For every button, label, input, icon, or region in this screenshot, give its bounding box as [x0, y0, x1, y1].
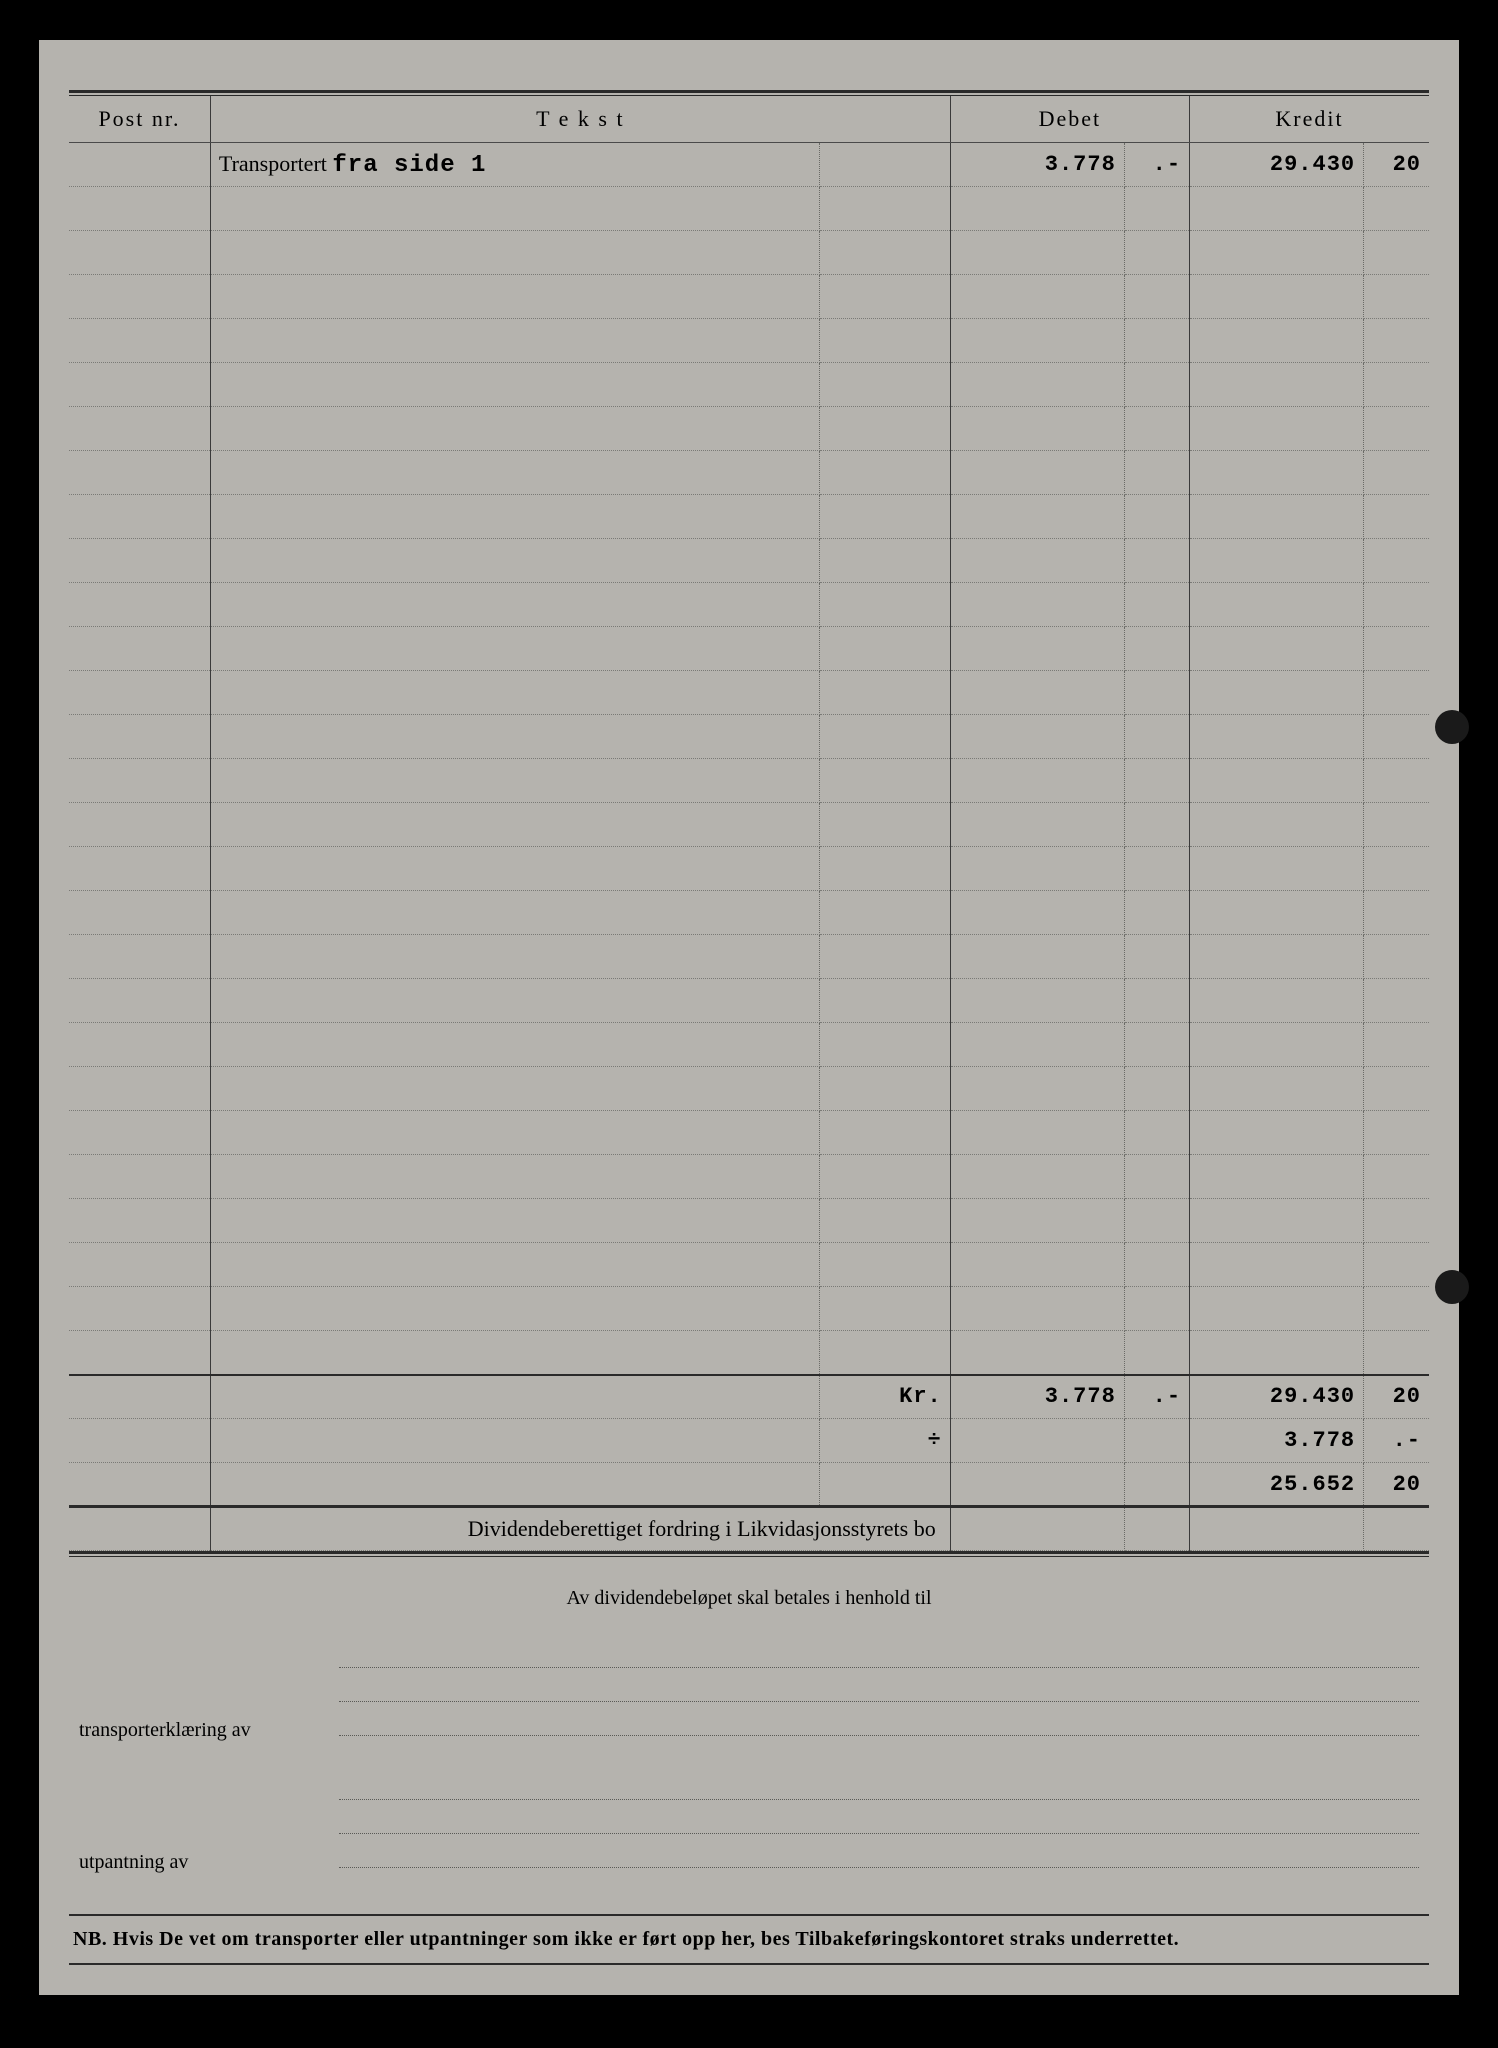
blank-line: [339, 1840, 1419, 1868]
ledger-blank-row: [69, 627, 1429, 671]
totals-kre-c-1: 20: [1364, 1375, 1429, 1419]
totals-kre-1: 29.430: [1190, 1375, 1364, 1419]
ledger-blank-row: [69, 891, 1429, 935]
dividend-row: Dividendeberettiget fordring i Likvidasj…: [69, 1507, 1429, 1551]
ledger-blank-row: [69, 759, 1429, 803]
ledger-blank-row: [69, 979, 1429, 1023]
transport-kredit-cents: 20: [1364, 143, 1429, 187]
dividend-text: Dividendeberettiget fordring i Likvidasj…: [468, 1516, 936, 1541]
totals-deb-1: 3.778: [950, 1375, 1124, 1419]
ledger-blank-row: [69, 1199, 1429, 1243]
table-bottom-rule: [69, 1551, 1429, 1557]
ledger-blank-row: [69, 935, 1429, 979]
totals-row-1: Kr. 3.778 .- 29.430 20: [69, 1375, 1429, 1419]
ledger-blank-row: [69, 1111, 1429, 1155]
ledger-blank-row: [69, 803, 1429, 847]
totals-deb-c-1: .-: [1124, 1375, 1189, 1419]
ledger-blank-row: [69, 187, 1429, 231]
header-row: Post nr. T e k s t Debet Kredit: [69, 96, 1429, 143]
col-post-nr: Post nr.: [69, 96, 210, 143]
ledger-table: Post nr. T e k s t Debet Kredit Transpor…: [69, 96, 1429, 1551]
ledger-blank-row: [69, 231, 1429, 275]
totals-kre-c-2: .-: [1364, 1419, 1429, 1463]
ledger-blank-row: [69, 583, 1429, 627]
blank-line: [339, 1674, 1419, 1702]
col-debet: Debet: [950, 96, 1189, 143]
label-utpantning: utpantning av: [79, 1851, 319, 1874]
ledger-blank-row: [69, 1287, 1429, 1331]
ledger-blank-row: [69, 451, 1429, 495]
totals-kre-3: 25.652: [1190, 1463, 1364, 1507]
transport-row: Transportert fra side 1 3.778 .- 29.430 …: [69, 143, 1429, 187]
ledger-blank-row: [69, 671, 1429, 715]
form-area: transporterklæring av utpantning av: [69, 1640, 1429, 1874]
ledger-blank-row: [69, 1023, 1429, 1067]
ledger-blank-row: [69, 1243, 1429, 1287]
totals-kre-2: 3.778: [1190, 1419, 1364, 1463]
blank-line: [339, 1772, 1419, 1800]
nb-notice: NB. Hvis De vet om transporter eller utp…: [69, 1914, 1429, 1965]
transport-typed: fra side 1: [332, 152, 486, 179]
ledger-blank-row: [69, 275, 1429, 319]
transport-debet-cents: .-: [1124, 143, 1189, 187]
ledger-blank-row: [69, 1331, 1429, 1375]
totals-row-3: 25.652 20: [69, 1463, 1429, 1507]
ledger-blank-row: [69, 319, 1429, 363]
ledger-blank-row: [69, 1155, 1429, 1199]
totals-row-2: ÷ 3.778 .-: [69, 1419, 1429, 1463]
transport-kredit: 29.430: [1190, 143, 1364, 187]
blank-line: [339, 1806, 1419, 1834]
footer-centered: Av dividendebeløpet skal betales i henho…: [69, 1587, 1429, 1610]
transport-debet: 3.778: [950, 143, 1124, 187]
ledger-blank-row: [69, 495, 1429, 539]
totals-prefix-1: Kr.: [820, 1375, 951, 1419]
totals-prefix-2: ÷: [820, 1419, 951, 1463]
label-transporterklaering: transporterklæring av: [79, 1719, 319, 1742]
totals-kre-c-3: 20: [1364, 1463, 1429, 1507]
ledger-blank-row: [69, 847, 1429, 891]
col-tekst: T e k s t: [210, 96, 950, 143]
ledger-blank-row: [69, 539, 1429, 583]
blank-line: [339, 1640, 1419, 1668]
ledger-blank-row: [69, 1067, 1429, 1111]
blank-line: [339, 1708, 1419, 1736]
ledger-blank-row: [69, 715, 1429, 759]
ledger-blank-row: [69, 407, 1429, 451]
punch-hole: [1435, 710, 1469, 744]
punch-hole: [1435, 1270, 1469, 1304]
ledger-blank-row: [69, 363, 1429, 407]
col-kredit: Kredit: [1190, 96, 1429, 143]
ledger-page: Post nr. T e k s t Debet Kredit Transpor…: [39, 40, 1459, 1995]
transport-label: Transportert: [219, 151, 327, 176]
